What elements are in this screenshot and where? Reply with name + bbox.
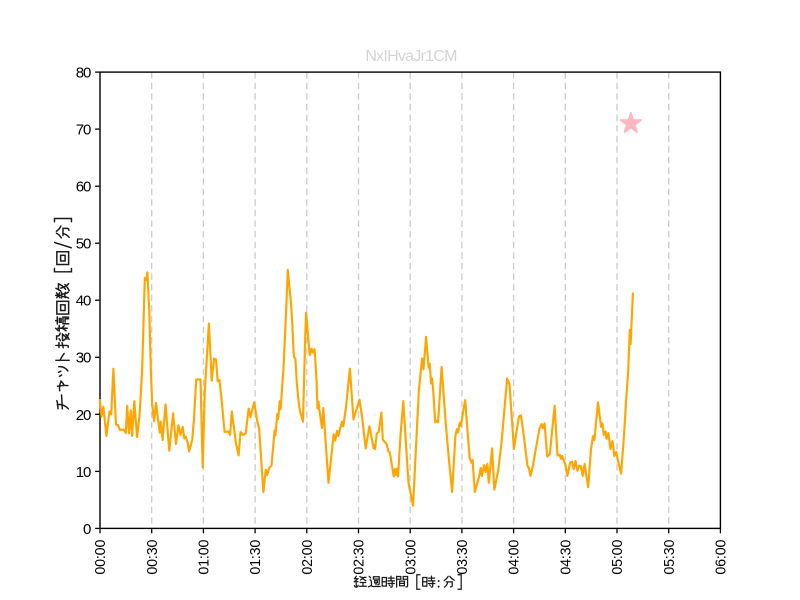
svg-text:01:30: 01:30: [248, 540, 264, 575]
svg-text:05:00: 05:00: [610, 540, 626, 575]
svg-text:30: 30: [76, 350, 91, 367]
svg-text:06:00: 06:00: [714, 540, 730, 575]
svg-text:01:00: 01:00: [197, 540, 213, 575]
svg-text:70: 70: [76, 122, 91, 139]
svg-text:0: 0: [83, 521, 91, 538]
svg-text:03:30: 03:30: [455, 540, 471, 575]
svg-text:10: 10: [76, 464, 91, 481]
svg-text:00:30: 00:30: [145, 540, 161, 575]
svg-text:20: 20: [76, 407, 91, 424]
svg-text:03:00: 03:00: [403, 540, 419, 575]
svg-text:NxIHvaJr1CM: NxIHvaJr1CM: [365, 48, 457, 65]
svg-text:02:00: 02:00: [300, 540, 316, 575]
svg-text:02:30: 02:30: [352, 540, 368, 575]
svg-text:40: 40: [76, 293, 91, 310]
svg-text:50: 50: [76, 236, 91, 253]
svg-text:00:00: 00:00: [93, 540, 109, 575]
svg-text:04:30: 04:30: [558, 540, 574, 575]
svg-text:05:30: 05:30: [662, 540, 678, 575]
svg-text:80: 80: [76, 65, 91, 82]
svg-text:60: 60: [76, 179, 91, 196]
svg-text:04:00: 04:00: [507, 540, 523, 575]
